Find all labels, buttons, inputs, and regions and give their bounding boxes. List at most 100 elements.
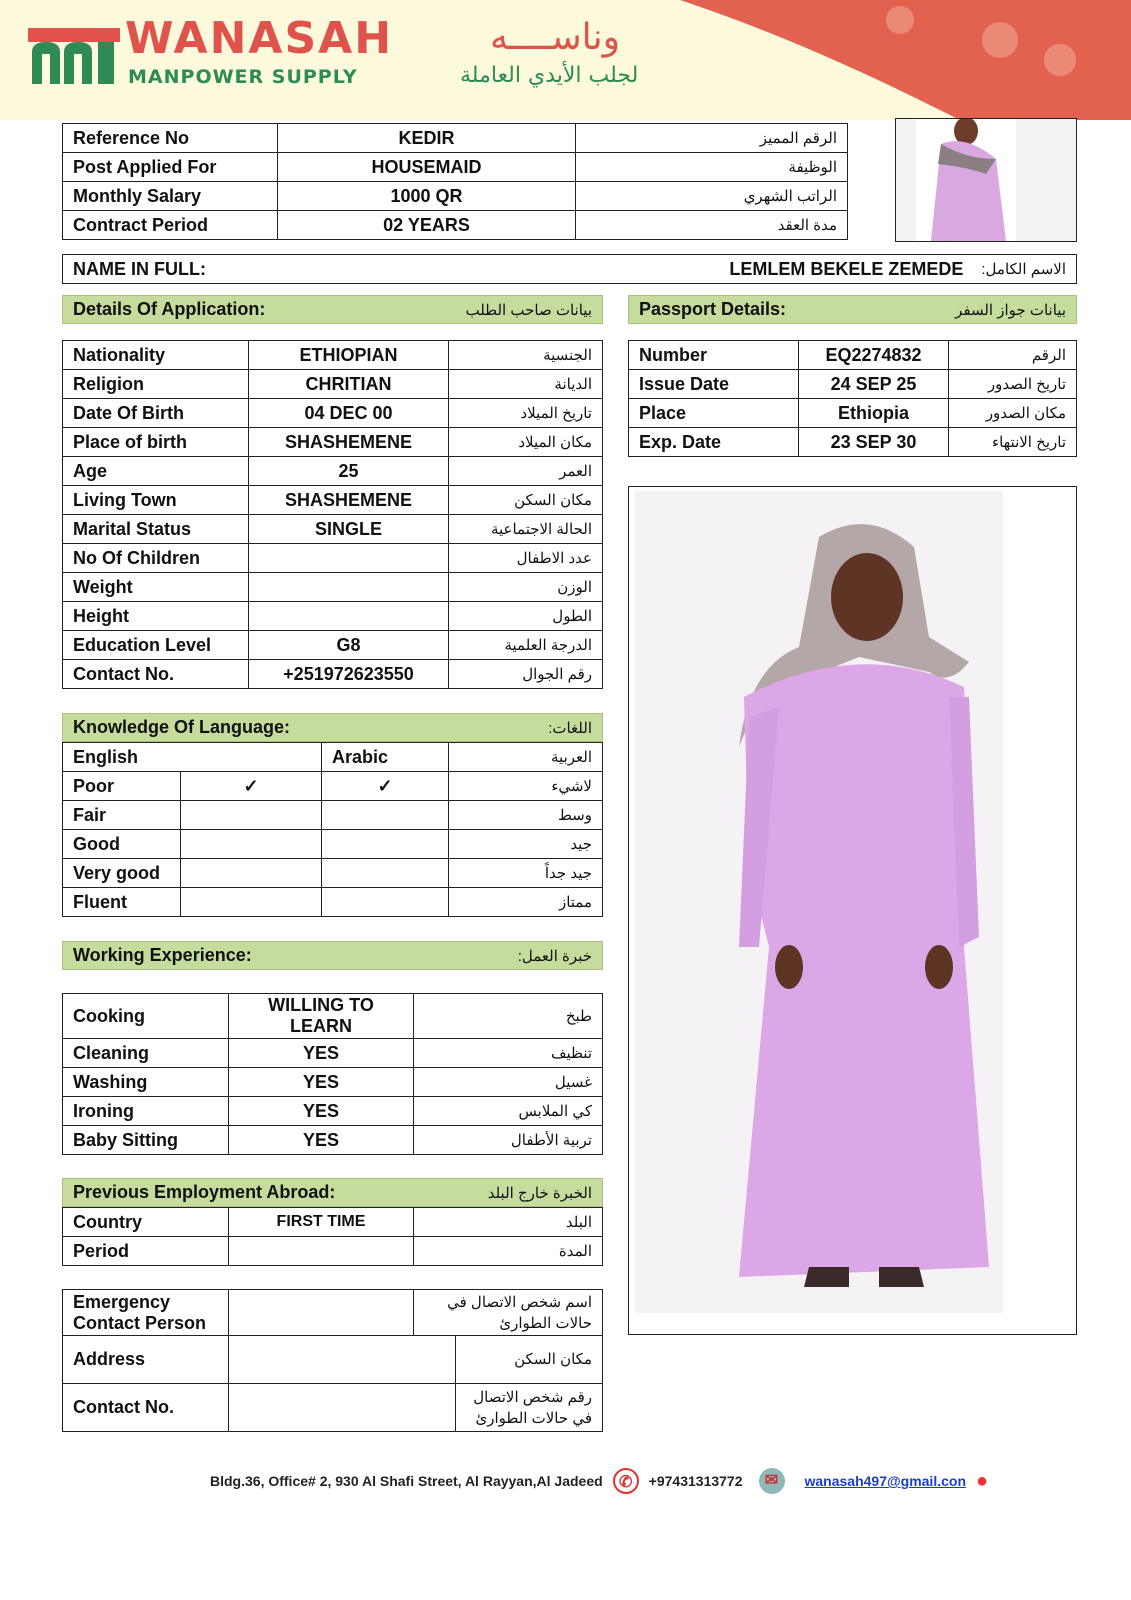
level-label-arabic: ممتاز (448, 887, 603, 917)
row-label-arabic: غسيل (413, 1067, 603, 1097)
row-value (228, 1236, 414, 1266)
row-label-arabic: الراتب الشهري (575, 181, 848, 211)
footer-address: Bldg.36, Office# 2, 930 Al Shafi Street,… (210, 1473, 603, 1489)
row-value: 25 (248, 456, 449, 486)
table-row: Ironing YES كي الملابس (62, 1096, 603, 1126)
table-row: Cleaning YES تنظيف (62, 1038, 603, 1068)
arabic-check (321, 887, 450, 917)
row-label-arabic: عدد الاطفال (448, 543, 603, 573)
row-label-arabic: مكان الصدور (948, 398, 1077, 428)
row-value (228, 1383, 456, 1432)
table-row: Issue Date 24 SEP 25 تاريخ الصدور (628, 369, 1077, 399)
experience-title: Working Experience: (73, 945, 252, 965)
row-value: YES (228, 1125, 414, 1155)
row-value (228, 1289, 414, 1336)
row-value: WILLING TO LEARN (228, 993, 414, 1039)
row-label-arabic: العمر (448, 456, 603, 486)
table-row: Washing YES غسيل (62, 1067, 603, 1097)
row-label: Number (628, 340, 799, 370)
row-label: Date Of Birth (62, 398, 249, 428)
language-row: Poor ✓ ✓ لاشيء (62, 771, 603, 801)
language-section-header: Knowledge Of Language: اللغات: (62, 713, 603, 742)
row-value: FIRST TIME (228, 1207, 414, 1237)
tagline: MANPOWER SUPPLY (128, 66, 358, 88)
row-label: Exp. Date (628, 427, 799, 457)
header-arabic: Arabic (321, 742, 450, 772)
row-label: Contact No. (62, 659, 249, 689)
row-label: Cleaning (62, 1038, 229, 1068)
row-label-arabic: مكان السكن (448, 485, 603, 515)
location-pin-icon: ● (976, 1469, 989, 1492)
applicant-figure (635, 491, 1003, 1313)
english-check (179, 887, 323, 917)
row-value: 02 YEARS (277, 210, 576, 240)
table-row: Country FIRST TIME البلد (62, 1207, 603, 1237)
mail-icon: ✉ (758, 1468, 785, 1494)
row-label: Living Town (62, 485, 249, 515)
table-row: Age 25 العمر (62, 456, 603, 486)
row-value (248, 543, 449, 573)
details-section-header: Details Of Application: بيانات صاحب الطل… (62, 295, 603, 324)
passport-title-arabic: بيانات جواز السفر (955, 301, 1066, 319)
row-label: Baby Sitting (62, 1125, 229, 1155)
table-row: Cooking WILLING TO LEARN طبخ (62, 993, 603, 1039)
row-label-arabic: الوزن (448, 572, 603, 602)
row-label: Place of birth (62, 427, 249, 457)
english-check (179, 829, 323, 859)
english-check: ✓ (179, 771, 323, 801)
row-label: Marital Status (62, 514, 249, 544)
row-value: 1000 QR (277, 181, 576, 211)
row-label-arabic: الجنسية (448, 340, 603, 370)
row-label-arabic: مكان الميلاد (448, 427, 603, 457)
row-label-arabic: الطول (448, 601, 603, 631)
table-row: No Of Children عدد الاطفال (62, 543, 603, 573)
reference-table: Reference No KEDIR الرقم المميز Post Applie… (62, 123, 848, 240)
row-value: 23 SEP 30 (798, 427, 949, 457)
english-check (179, 800, 323, 830)
row-label-arabic: الرقم المميز (575, 123, 848, 153)
footer-email-link[interactable]: wanasah497@gmail.con (804, 1473, 967, 1489)
row-label-arabic: تاريخ الميلاد (448, 398, 603, 428)
row-value (228, 1335, 456, 1384)
previous-employment-title-arabic: الخبرة خارج البلد (487, 1184, 592, 1202)
row-value: SHASHEMENE (248, 485, 449, 515)
previous-employment-title: Previous Employment Abroad: (73, 1182, 336, 1202)
row-value: YES (228, 1067, 414, 1097)
row-label-arabic: مكان السكن (455, 1335, 603, 1384)
row-value: SINGLE (248, 514, 449, 544)
previous-employment-table: Country FIRST TIME البلد Period المدة (62, 1207, 603, 1266)
row-label-arabic: تربية الأطفال (413, 1125, 603, 1155)
row-label: Emergency Contact Person (62, 1289, 229, 1336)
table-row: Place of birth SHASHEMENE مكان الميلاد (62, 427, 603, 457)
brand-name-arabic: وناســــه (490, 17, 621, 58)
passport-table: Number EQ2274832 الرقم Issue Date 24 SEP 25 ت… (628, 340, 1077, 457)
table-row: Baby Sitting YES تربية الأطفال (62, 1125, 603, 1155)
table-row: Religion CHRITIAN الديانة (62, 369, 603, 399)
level-label-arabic: جيد (448, 829, 603, 859)
row-value: +251972623550 (248, 659, 449, 689)
row-value: HOUSEMAID (277, 152, 576, 182)
row-label-arabic: تاريخ الانتهاء (948, 427, 1077, 457)
applicant-thumbnail-photo (895, 117, 1077, 242)
table-row: Date Of Birth 04 DEC 00 تاريخ الميلاد (62, 398, 603, 428)
brand-name: WANASAH (125, 13, 394, 64)
header-english: English (61, 742, 323, 772)
row-label: Country (62, 1207, 229, 1237)
row-value: EQ2274832 (798, 340, 949, 370)
row-label: Address (62, 1335, 229, 1384)
row-label: Place (628, 398, 799, 428)
row-value: KEDIR (277, 123, 576, 153)
table-row: Contract Period 02 YEARS مدة العقد (62, 210, 848, 240)
letterhead: WANASAH وناســــه MANPOWER SUPPLY لجلب ا… (0, 0, 1131, 120)
arabic-check (321, 858, 450, 888)
row-value: G8 (248, 630, 449, 660)
table-row: Height الطول (62, 601, 603, 631)
language-title: Knowledge Of Language: (73, 717, 291, 737)
applicant-full-photo (628, 486, 1077, 1335)
full-name-label-arabic: الاسم الكامل: (981, 261, 1066, 278)
row-label: Ironing (62, 1096, 229, 1126)
table-row: Weight الوزن (62, 572, 603, 602)
row-label-arabic: تنظيف (413, 1038, 603, 1068)
experience-title-arabic: خبرة العمل: (517, 947, 592, 965)
row-label: Cooking (62, 993, 229, 1039)
